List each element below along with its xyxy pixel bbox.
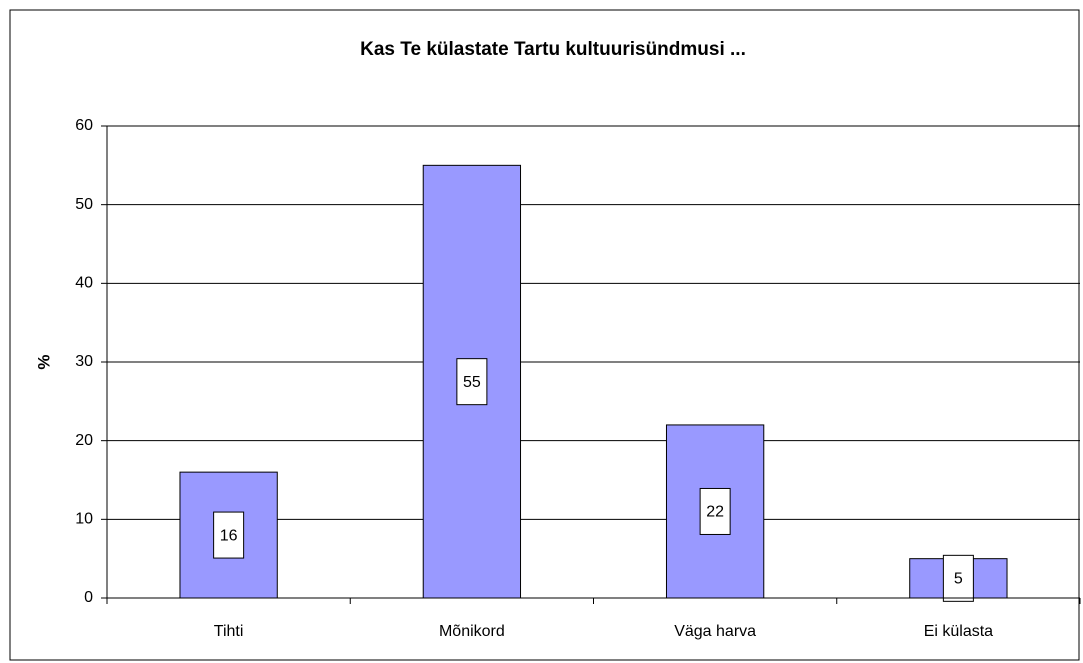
data-label: 5 — [954, 571, 963, 588]
x-tick-label: Ei külasta — [924, 623, 993, 640]
x-tick-label: Väga harva — [674, 623, 756, 640]
data-label: 55 — [463, 374, 481, 391]
y-tick-label: 30 — [75, 353, 93, 370]
chart-title: Kas Te külastate Tartu kultuurisündmusi … — [360, 39, 746, 60]
y-tick-label: 20 — [75, 432, 93, 449]
data-label-box — [213, 511, 245, 559]
data-label-box — [456, 358, 488, 406]
x-tick-label: Tihti — [214, 623, 244, 640]
data-label-box — [699, 487, 731, 535]
y-tick-label: 40 — [75, 275, 93, 292]
y-tick-label: 0 — [84, 589, 93, 606]
y-tick-label: 60 — [75, 117, 93, 134]
data-label: 16 — [220, 527, 238, 544]
y-tick-label: 50 — [75, 196, 93, 213]
data-label-box — [942, 554, 974, 602]
y-tick-label: 10 — [75, 511, 93, 528]
x-tick-label: Mõnikord — [439, 623, 505, 640]
data-label: 22 — [706, 504, 724, 521]
y-axis-title: % — [34, 354, 53, 369]
